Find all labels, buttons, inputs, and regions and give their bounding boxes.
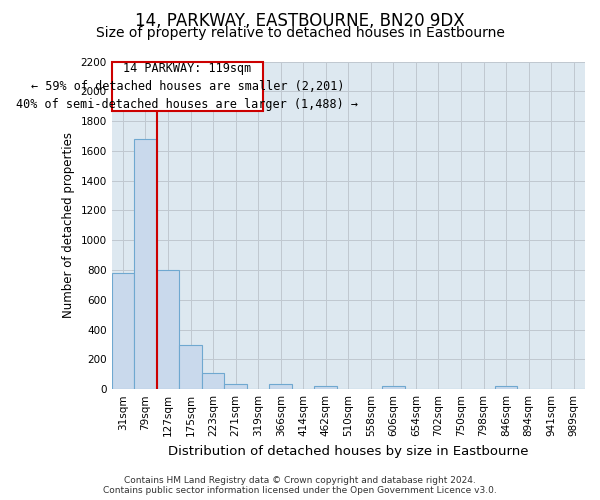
Bar: [224, 384, 247, 389]
Bar: [134, 139, 157, 389]
Bar: [179, 345, 202, 389]
X-axis label: Distribution of detached houses by size in Eastbourne: Distribution of detached houses by size …: [168, 444, 529, 458]
Bar: [202, 373, 224, 389]
Bar: [314, 386, 337, 389]
Bar: [382, 386, 404, 389]
Text: 14, PARKWAY, EASTBOURNE, BN20 9DX: 14, PARKWAY, EASTBOURNE, BN20 9DX: [135, 12, 465, 30]
Text: 14 PARKWAY: 119sqm
← 59% of detached houses are smaller (2,201)
40% of semi-deta: 14 PARKWAY: 119sqm ← 59% of detached hou…: [16, 62, 358, 111]
Bar: [495, 386, 517, 389]
Bar: [269, 384, 292, 389]
Bar: [157, 270, 179, 389]
Y-axis label: Number of detached properties: Number of detached properties: [62, 132, 75, 318]
Bar: [112, 273, 134, 389]
Text: Size of property relative to detached houses in Eastbourne: Size of property relative to detached ho…: [95, 26, 505, 40]
FancyBboxPatch shape: [112, 62, 263, 110]
Text: Contains HM Land Registry data © Crown copyright and database right 2024.
Contai: Contains HM Land Registry data © Crown c…: [103, 476, 497, 495]
